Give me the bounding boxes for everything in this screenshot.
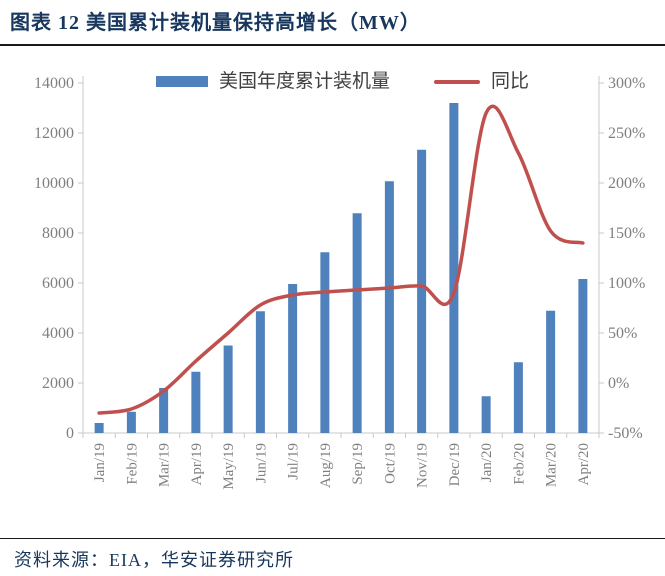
bar [546,310,556,433]
bar [223,345,233,433]
right-axis-tick-label: 300% [608,75,645,92]
chart-area: 0 2000 4000 6000 8000 10000 12000 14000 -50% 0% 50… [0,50,665,530]
x-axis-category-label: Jan/20 [479,443,495,482]
right-axis-tick-label: 0% [608,375,629,392]
left-axis-tick-label: 14000 [34,75,74,92]
x-axis-category-label: Apr/19 [189,443,205,486]
x-axis-category-label: Mar/19 [157,443,173,487]
bar [159,388,169,433]
bar [449,103,459,433]
left-axis-tick-label: 4000 [42,325,74,342]
bar [417,149,427,433]
left-axis-tick-label: 8000 [42,225,74,242]
x-axis-category-label: May/19 [221,443,237,490]
source-text: 资料来源：EIA，华安证券研究所 [14,550,294,570]
bar [320,252,330,433]
x-axis-category-label: Sep/19 [350,443,366,485]
left-axis-tick-label: 10000 [34,175,74,192]
x-axis-category-label: Jan/19 [92,443,108,482]
bar [191,371,201,433]
x-axis-category-label: Dec/19 [447,443,463,486]
x-axis-category-label: Nov/19 [415,443,431,488]
yoy-line [97,104,585,415]
line-series-swatch-icon [434,79,481,84]
x-axis-category-label: Jul/19 [286,443,302,480]
right-axis-tick-label: 200% [608,175,645,192]
legend-label-line-series: 同比 [491,71,530,92]
left-axis-tick-label: 2000 [42,375,74,392]
x-axis-category-label: Feb/19 [124,443,140,485]
right-axis-tick-label: 100% [608,275,645,292]
left-axis-tick-label: 0 [66,425,74,442]
bar-line-chart: 0 2000 4000 6000 8000 10000 12000 14000 -50% 0% 50… [34,75,645,490]
right-axis-tick-label: -50% [608,425,643,442]
bar [384,181,394,433]
x-axis-category-label: Mar/20 [544,443,560,487]
title-rule [0,44,665,46]
bar [352,213,362,433]
footer-rule [0,538,665,539]
x-axis-category-label: Apr/20 [576,443,592,486]
bar [94,423,104,433]
right-axis-tick-label: 150% [608,225,645,242]
figure-title: 图表 12 美国累计装机量保持高增长（MW） [10,12,421,34]
bar [578,279,588,433]
bar [288,284,298,433]
bar [481,396,491,433]
x-axis-category-label: Jun/19 [253,443,269,483]
bar [126,411,136,433]
legend-label-bar-series: 美国年度累计装机量 [219,71,391,92]
chart-legend: 美国年度累计装机量 同比 [156,72,529,91]
bar-series-swatch-icon [156,76,208,87]
x-axis-category-label: Feb/20 [511,443,527,485]
bar [255,311,265,433]
x-axis-category-label: Aug/19 [318,443,334,488]
right-axis-tick-label: 50% [608,325,637,342]
x-axis-category-label: Oct/19 [382,443,398,484]
right-axis-tick-label: 250% [608,125,645,142]
left-axis-tick-label: 12000 [34,125,74,142]
bar [513,362,523,433]
left-axis-tick-label: 6000 [42,275,74,292]
